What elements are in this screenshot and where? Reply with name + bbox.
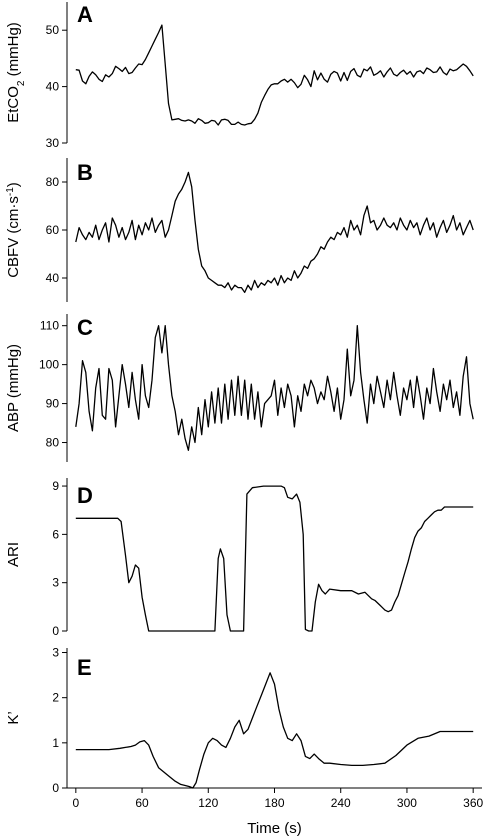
panel-c: 80 90 100 110 ABP (mmHg) C <box>5 314 474 462</box>
x-tick-label: 300 <box>397 796 417 810</box>
series-line <box>75 171 474 294</box>
series-line <box>75 485 474 632</box>
y-tick-label: 3 <box>52 576 59 590</box>
series-line <box>75 24 474 126</box>
y-tick-label: 40 <box>46 80 60 94</box>
y-axis-label: K’ <box>5 711 22 724</box>
panel-letter: B <box>77 160 93 185</box>
series-line <box>75 672 474 789</box>
y-tick-label: 100 <box>39 358 59 372</box>
x-tick-label: 60 <box>135 796 149 810</box>
y-tick-label: 80 <box>46 175 60 189</box>
y-tick-label: 40 <box>46 271 60 285</box>
x-tick-label: 0 <box>72 796 79 810</box>
panel-a: 30 40 50 EtCO2 (mmHg) A <box>5 2 474 150</box>
y-tick-label: 30 <box>46 136 60 150</box>
y-tick-label: 60 <box>46 223 60 237</box>
x-tick-label: 240 <box>331 796 351 810</box>
y-axis-label: CBFV (cm·s-1) <box>5 182 23 278</box>
panel-letter: A <box>77 2 93 27</box>
y-tick-label: 6 <box>52 527 59 541</box>
y-axis-label: EtCO2 (mmHg) <box>5 22 27 123</box>
y-tick-label: 50 <box>46 23 60 37</box>
panel-letter: E <box>77 655 92 680</box>
y-axis-label: ARI <box>5 542 22 567</box>
y-tick-label: 0 <box>52 624 59 638</box>
y-tick-label: 3 <box>52 646 59 660</box>
y-tick-label: 110 <box>40 319 59 333</box>
y-tick-label: 90 <box>46 397 60 411</box>
panel-e: 0 1 2 3 K’ E 0 60 120 180 240 300 360 Time (s) <box>5 646 484 837</box>
y-axis-label: ABP (mmHg) <box>5 344 22 432</box>
x-tick-label: 120 <box>198 796 218 810</box>
panel-b: 40 60 80 CBFV (cm·s-1) B <box>5 158 474 302</box>
y-tick-label: 1 <box>52 736 59 750</box>
panel-letter: D <box>77 483 93 508</box>
series-line <box>75 325 474 451</box>
x-tick-label: 360 <box>463 796 483 810</box>
y-tick-label: 0 <box>52 781 59 795</box>
panel-d: 0 3 6 9 ARI D <box>5 478 474 638</box>
panel-letter: C <box>77 315 93 340</box>
x-tick-label: 180 <box>264 796 284 810</box>
y-tick-label: 80 <box>46 436 60 450</box>
y-tick-label: 2 <box>52 691 59 705</box>
x-axis-label: Time (s) <box>247 820 301 837</box>
y-tick-label: 9 <box>52 479 59 493</box>
